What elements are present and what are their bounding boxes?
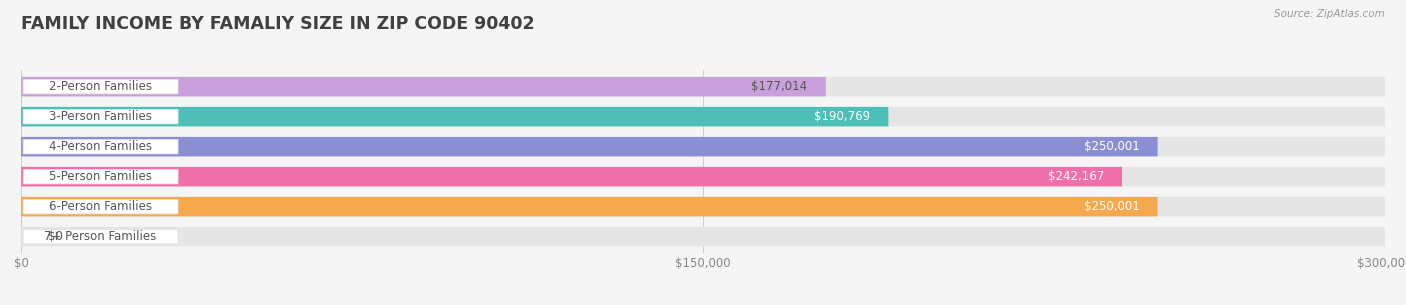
FancyBboxPatch shape bbox=[22, 139, 179, 154]
FancyBboxPatch shape bbox=[22, 109, 179, 124]
FancyBboxPatch shape bbox=[21, 227, 1385, 246]
Text: $190,769: $190,769 bbox=[814, 110, 870, 123]
Text: Source: ZipAtlas.com: Source: ZipAtlas.com bbox=[1274, 9, 1385, 19]
Text: $250,001: $250,001 bbox=[1084, 200, 1139, 213]
FancyBboxPatch shape bbox=[21, 77, 825, 96]
FancyBboxPatch shape bbox=[21, 197, 1385, 217]
FancyBboxPatch shape bbox=[21, 77, 1385, 96]
Text: $250,001: $250,001 bbox=[1084, 140, 1139, 153]
Text: 3-Person Families: 3-Person Families bbox=[49, 110, 152, 123]
FancyBboxPatch shape bbox=[21, 167, 1122, 186]
Text: $177,014: $177,014 bbox=[751, 80, 807, 93]
FancyBboxPatch shape bbox=[21, 197, 1157, 217]
FancyBboxPatch shape bbox=[21, 107, 889, 126]
FancyBboxPatch shape bbox=[22, 229, 179, 244]
Text: 7+ Person Families: 7+ Person Families bbox=[45, 230, 156, 243]
Text: $242,167: $242,167 bbox=[1047, 170, 1104, 183]
FancyBboxPatch shape bbox=[21, 167, 1385, 186]
FancyBboxPatch shape bbox=[22, 169, 179, 184]
Text: 4-Person Families: 4-Person Families bbox=[49, 140, 152, 153]
FancyBboxPatch shape bbox=[21, 137, 1157, 156]
FancyBboxPatch shape bbox=[21, 107, 1385, 126]
Text: $0: $0 bbox=[48, 230, 63, 243]
FancyBboxPatch shape bbox=[22, 199, 179, 214]
Text: FAMILY INCOME BY FAMALIY SIZE IN ZIP CODE 90402: FAMILY INCOME BY FAMALIY SIZE IN ZIP COD… bbox=[21, 15, 534, 33]
Text: 2-Person Families: 2-Person Families bbox=[49, 80, 152, 93]
Text: 6-Person Families: 6-Person Families bbox=[49, 200, 152, 213]
FancyBboxPatch shape bbox=[21, 137, 1385, 156]
Text: 5-Person Families: 5-Person Families bbox=[49, 170, 152, 183]
FancyBboxPatch shape bbox=[22, 79, 179, 94]
